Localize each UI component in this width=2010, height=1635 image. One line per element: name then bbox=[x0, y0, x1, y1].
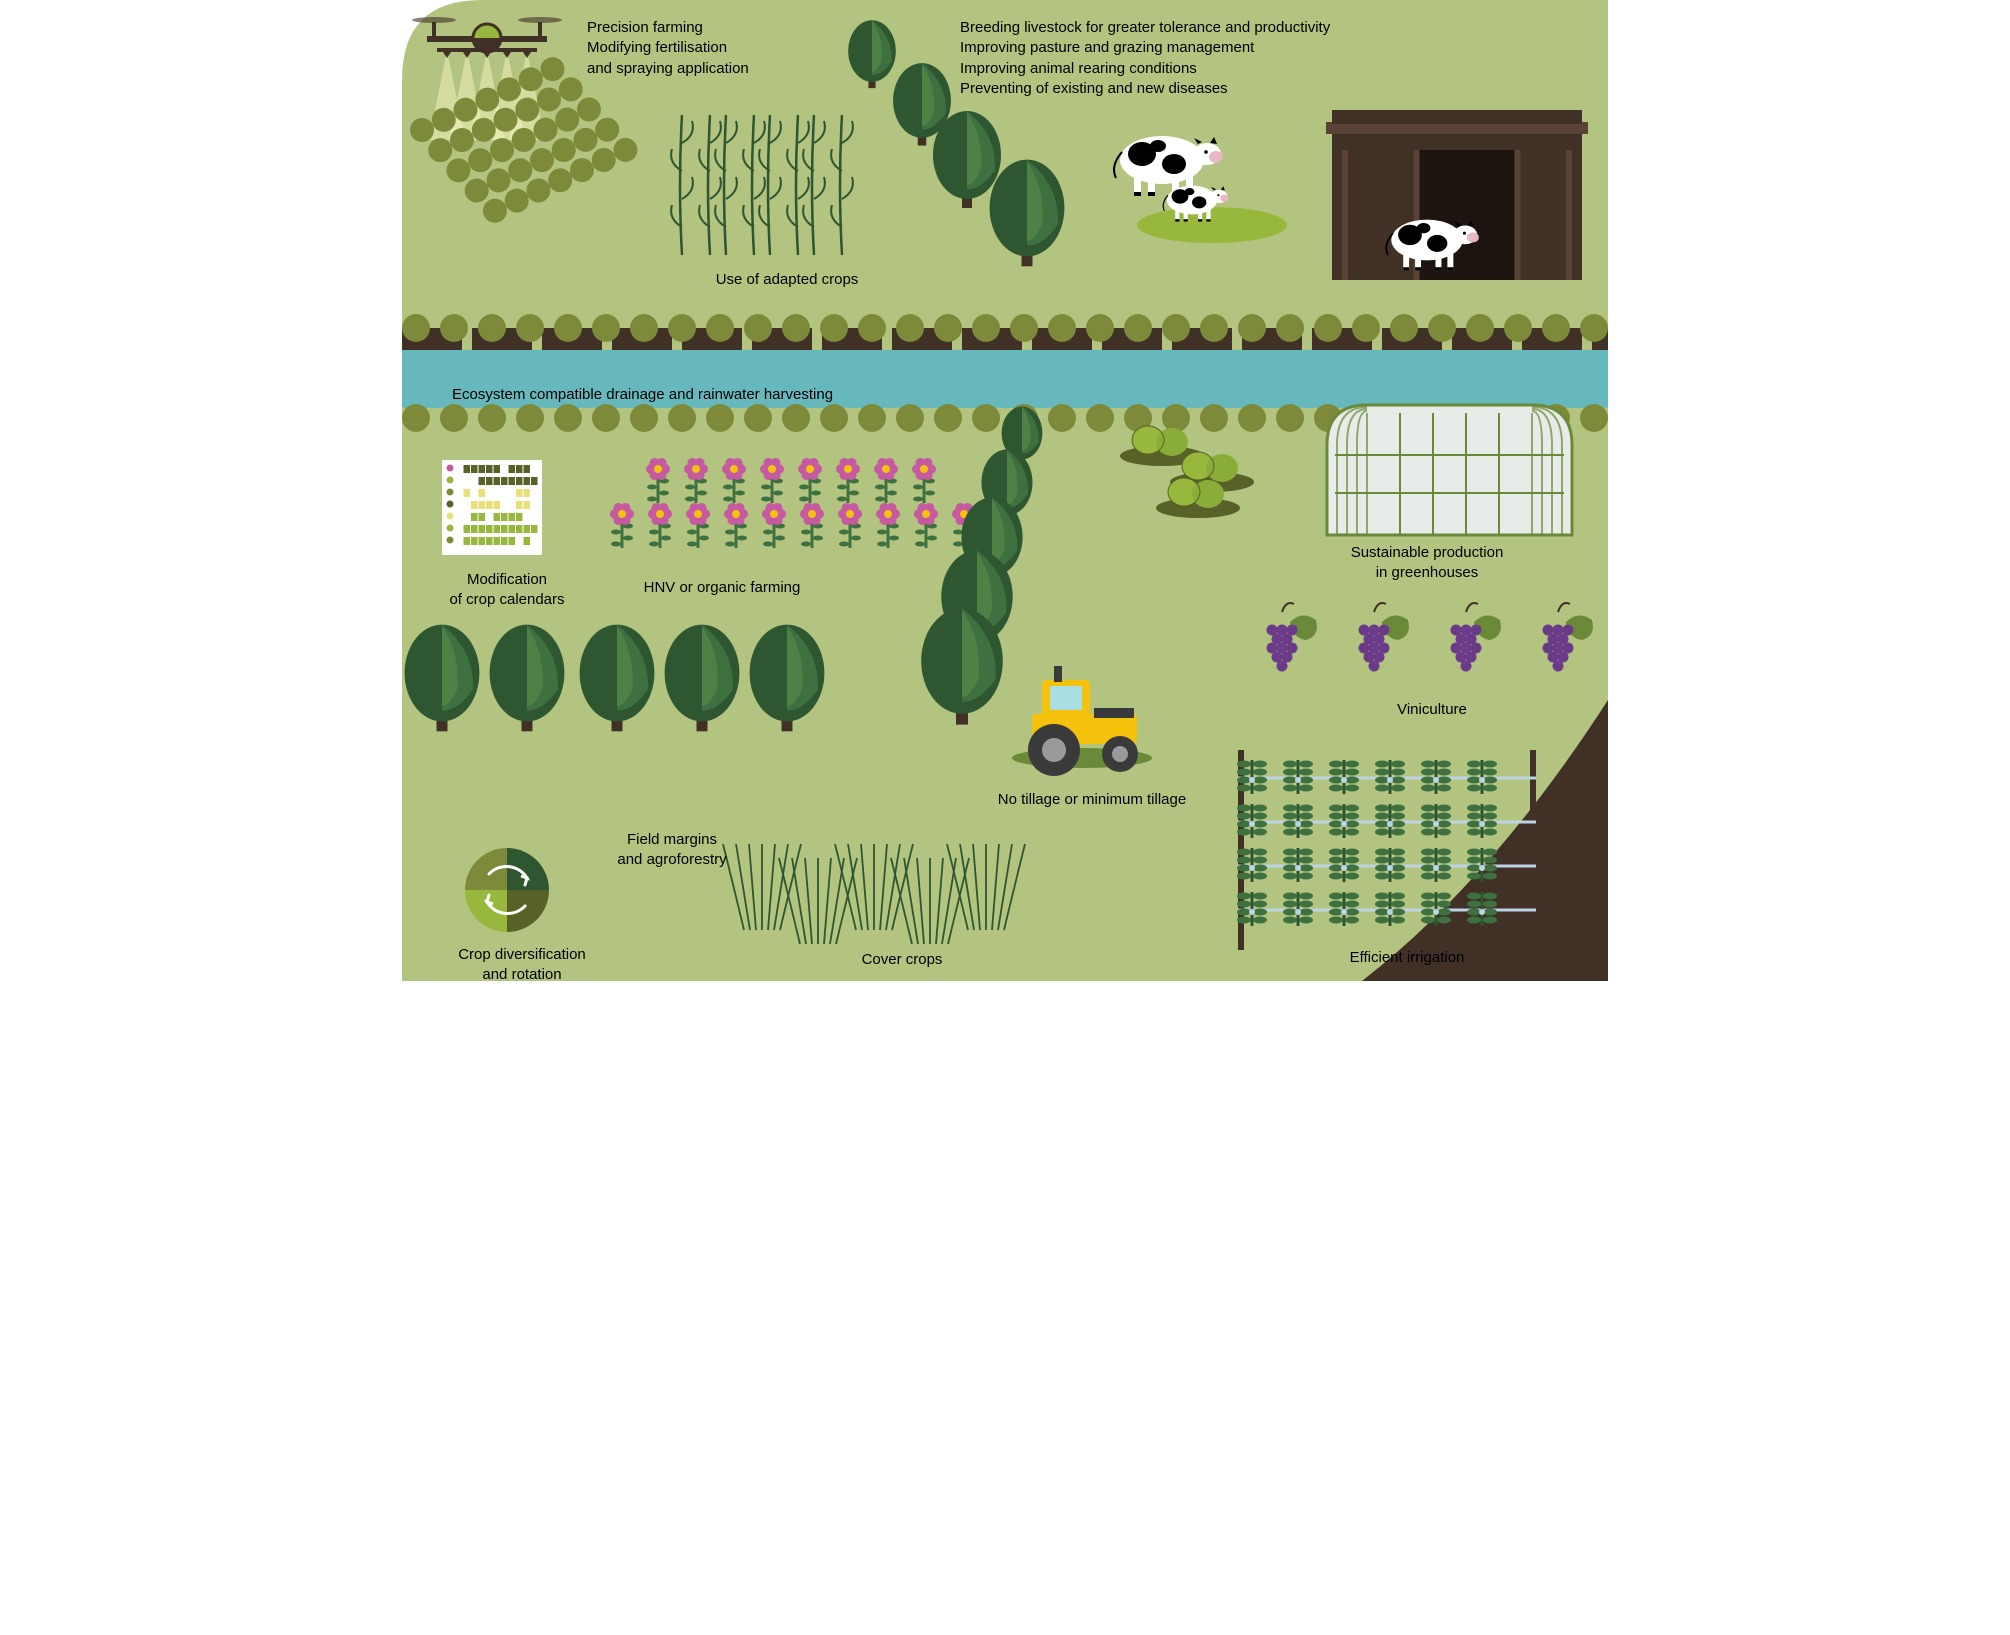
label-viniculture: Viniculture bbox=[1332, 700, 1532, 720]
label-drainage: Ecosystem compatible drainage and rainwa… bbox=[452, 385, 1052, 405]
label-tillage: No tillage or minimum tillage bbox=[962, 790, 1222, 810]
label-cover: Cover crops bbox=[802, 950, 1002, 970]
label-precision: Precision farming Modifying fertilisatio… bbox=[587, 18, 847, 79]
label-livestock: Breeding livestock for greater tolerance… bbox=[960, 18, 1460, 99]
label-greenhouse: Sustainable production in greenhouses bbox=[1312, 543, 1542, 584]
label-rotation: Crop diversification and rotation bbox=[437, 945, 607, 986]
label-hnv: HNV or organic farming bbox=[622, 578, 822, 598]
label-irrigation: Efficient irrigation bbox=[1307, 948, 1507, 968]
label-calendars: Modification of crop calendars bbox=[432, 570, 582, 611]
infographic-canvas: Precision farming Modifying fertilisatio… bbox=[402, 0, 1608, 981]
label-adapted: Use of adapted crops bbox=[687, 270, 887, 290]
label-margins: Field margins and agroforestry bbox=[572, 830, 772, 871]
